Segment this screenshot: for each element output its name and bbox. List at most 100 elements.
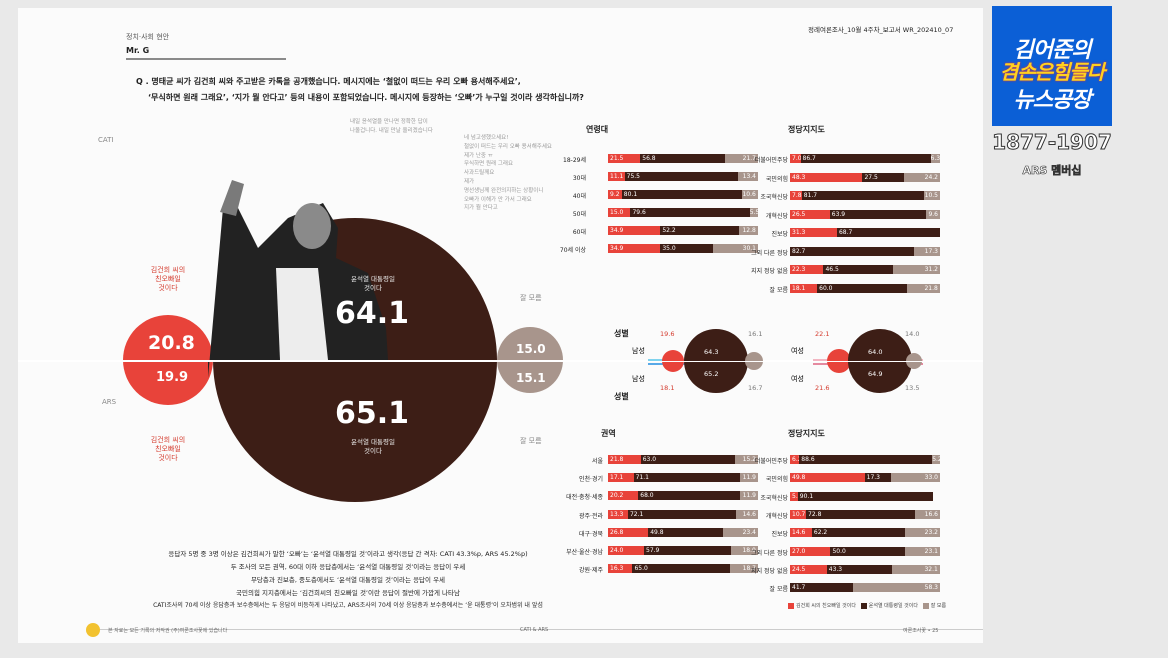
bar-seg-president: 63.0 [640,455,736,464]
stacked-bar: 6.288.65.2 [790,455,940,464]
stacked-bar: 26.5 63.9 9.6 [790,209,940,219]
bar-seg-brother: 31.3 [790,228,837,237]
bar-seg-brother: 26.8 [608,527,649,537]
stacked-bar: 41.7 58.3 [790,583,940,593]
footer-line-3: 무당층과 진보층, 중도층에서도 ‘윤석열 대통령일 것’이라는 응답이 우세 [250,576,446,584]
bar-seg-brother: 27.0 [790,546,831,556]
bar-category-label: 지지 정당 없음 [751,567,788,575]
stacked-bar: 7.8 81.7 10.5 [790,191,940,200]
question-line-2: ‘무식하면 원래 그래요’, ‘지가 뭘 안다고’ 등의 내용이 포함되었습니다… [148,93,584,102]
bar-category-label: 18-29세 [563,157,586,164]
stacked-bar: 18.1 60.0 21.8 [790,283,940,293]
bar-seg-unknown: 17.3 [914,246,940,256]
bar-seg-brother: 21.8 [608,455,641,464]
bar-seg-unknown: 58.3 [852,583,940,593]
bar-category-label: 부산·울산·경남 [566,549,603,556]
f-ars-brother: 21.6 [815,384,830,392]
bar-seg-president: 88.6 [799,455,933,464]
bar-category-label: 조국혁신당 [760,194,788,201]
bar-category-label: 60대 [572,229,586,236]
bar-seg-president: 68.0 [638,491,741,501]
stacked-bar: 48.3 27.5 24.2 [790,172,940,182]
legend-brother: 김건희 씨의 친오빠일 것이다 [796,603,856,609]
bar-category-label: 더불어민주당 [754,157,788,164]
m-cati-unk: 16.1 [748,330,763,338]
bar-seg-brother: 49.8 [790,473,865,483]
legend-unknown: 잘 모름 [930,603,947,609]
bar-seg-brother: 34.9 [608,226,661,235]
panel-title-4: 정당지지도 [788,429,825,438]
bar-seg-brother: 14.6 [790,528,812,538]
bar-seg-president: 71.1 [633,473,741,483]
ars-president-value: 65.1 [335,396,410,431]
author-label: Mr. G [126,46,150,55]
panel-title-2: 정당지지도 [788,125,825,134]
stacked-bar: 10.7 72.8 16.6 [790,509,940,519]
cati-ars-divider [18,360,983,362]
bar-seg-president: 65.0 [632,564,730,574]
legend-swatch-brother [788,602,794,609]
bar-category-label: 개혁신당 [765,512,788,520]
bar-category-label: 대전·충청·세종 [566,494,603,502]
president-note-top: 윤석열 대통령일 것이다 [351,275,395,292]
stacked-bar: 20.2 68.0 11.9 [608,491,758,501]
bar-seg-unknown: 5.5 [749,208,759,217]
bar-category-label: 개혁신당 [765,212,788,220]
bar-seg-brother: 5.2 [790,491,798,501]
bar-seg-brother: 15.0 [608,208,631,217]
m-cati-pres: 64.3 [704,348,719,356]
bar-seg-unknown: 21.7 [725,154,758,163]
president-note-bottom: 윤석열 대통령일 것이다 [351,438,395,455]
bar-seg-brother: 48.3 [790,172,863,182]
bar-category-label: 국민의힘 [765,175,788,183]
stacked-bar: 49.8 17.3 33.0 [790,473,940,483]
male-label-bottom: 남성 [632,375,645,383]
flower-logo-icon [86,623,100,637]
m-ars-brother: 18.1 [660,384,675,392]
bar-category-label: 광주·전라 [579,512,603,520]
legend: 김건희 씨의 친오빠일 것이다 윤석열 대통령일 것이다 잘 모름 [788,602,946,609]
bar-seg-brother: 26.5 [790,209,830,219]
bar-seg-brother: 34.9 [608,244,661,253]
bar-seg-unknown: 24.2 [903,172,940,182]
bar-seg-unknown: 23.2 [905,528,940,538]
female-label-bottom: 여성 [791,375,804,383]
bar-seg-president: 52.2 [660,226,739,235]
m-ars-pres: 65.2 [704,370,719,378]
bar-seg-president: 60.0 [817,283,908,293]
bar-seg-unknown: 14.6 [736,509,758,519]
stacked-bar: 24.5 43.3 32.1 [790,564,940,574]
male-label-top: 남성 [632,347,645,355]
bar-seg-unknown: 6.3 [930,154,940,163]
bar-seg-president: 68.7 [836,228,940,237]
ars-brother-value: 19.9 [156,370,189,385]
bar-category-label: 40대 [572,193,586,200]
bar-seg-president: 17.3 [864,473,891,483]
bar-seg-brother: 7.0 [790,154,801,163]
bar-seg-unknown: 15.2 [735,455,758,464]
f-ars-pres: 64.9 [868,370,883,378]
stacked-bar: 34.9 35.0 30.1 [608,244,758,253]
bar-category-label: 50대 [572,211,586,218]
legend-president: 윤석열 대통령일 것이다 [868,603,918,609]
bar-seg-brother: 24.5 [790,564,827,574]
bar-seg-president: 86.7 [800,154,931,163]
bar-seg-unknown: 16.6 [915,509,940,519]
bar-seg-unknown: 13.4 [737,172,758,181]
stacked-bar: 31.3 68.7 [790,228,940,237]
stacked-bar: 82.7 17.3 [790,246,940,256]
gender-chart [588,329,958,393]
bar-seg-unknown: 11.9 [740,473,758,483]
stacked-bar: 14.6 62.2 23.2 [790,528,940,538]
gender-title-bottom: 성별 [614,392,629,401]
bar-seg-president: 35.0 [660,244,713,253]
stacked-bar: 21.8 63.0 15.2 [608,455,758,464]
bar-seg-president: 49.8 [648,527,723,537]
bar-seg-unknown: 18.0 [730,546,758,555]
bar-seg-unknown: 5.2 [932,455,940,464]
stacked-bar: 22.3 46.5 31.2 [790,265,940,274]
bar-seg-brother: 21.5 [608,154,641,163]
bar-seg-brother: 24.0 [608,546,644,555]
f-cati-unk: 14.0 [905,330,920,338]
m-ars-unk: 16.7 [748,384,763,392]
